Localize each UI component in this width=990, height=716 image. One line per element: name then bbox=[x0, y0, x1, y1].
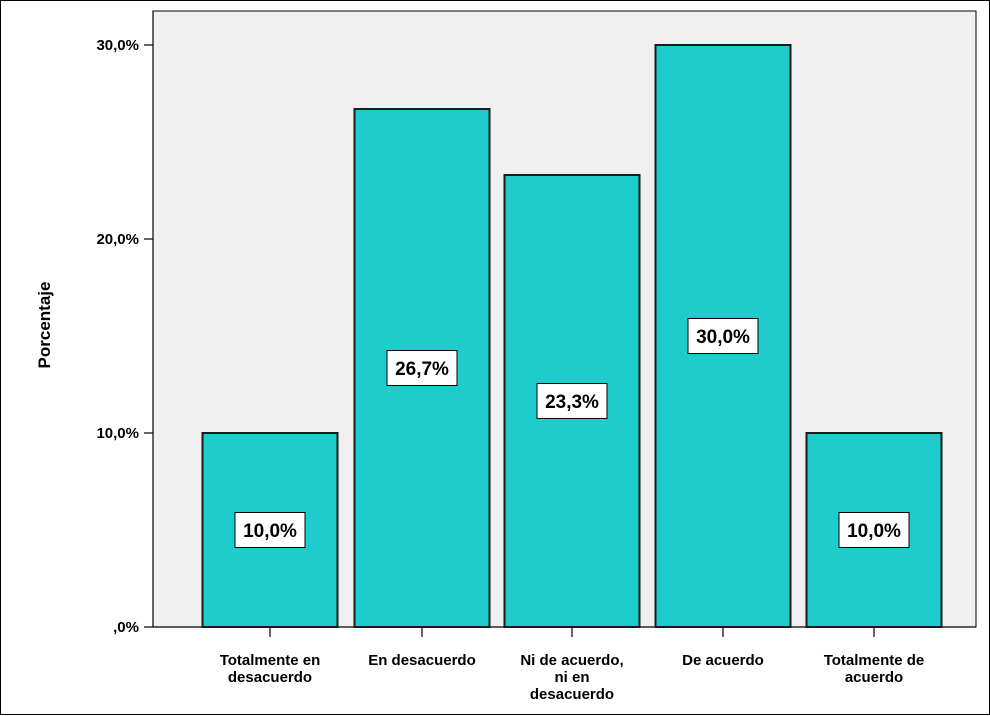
data-label: 30,0% bbox=[696, 327, 750, 348]
y-tick-label: 20,0% bbox=[96, 231, 139, 248]
data-label: 10,0% bbox=[847, 521, 901, 542]
y-axis-title: Porcentaje bbox=[35, 282, 54, 369]
y-tick-label: ,0% bbox=[113, 619, 139, 636]
data-label: 23,3% bbox=[545, 392, 599, 413]
x-tick-label: De acuerdo bbox=[682, 652, 764, 669]
data-label-box bbox=[687, 318, 759, 354]
data-label-box bbox=[234, 512, 306, 548]
data-label-box bbox=[536, 382, 608, 419]
x-tick-label: Totalmente de acuerdo bbox=[824, 652, 925, 686]
x-tick-label: Ni de acuerdo, ni en desacuerdo bbox=[520, 652, 623, 703]
y-tick-label: 30,0% bbox=[96, 37, 139, 54]
data-label: 26,7% bbox=[395, 359, 449, 380]
y-tick-label: 10,0% bbox=[96, 425, 139, 442]
data-label: 10,0% bbox=[243, 521, 297, 542]
data-label-box bbox=[838, 512, 910, 548]
x-tick-label: Totalmente en desacuerdo bbox=[220, 652, 321, 686]
data-label-box bbox=[386, 350, 458, 387]
plot-area-group: ,0% 10,0% 20,0% 30,0% Porcentaje Totalmente e… bbox=[35, 10, 977, 703]
x-tick-label: En desacuerdo bbox=[368, 652, 476, 669]
